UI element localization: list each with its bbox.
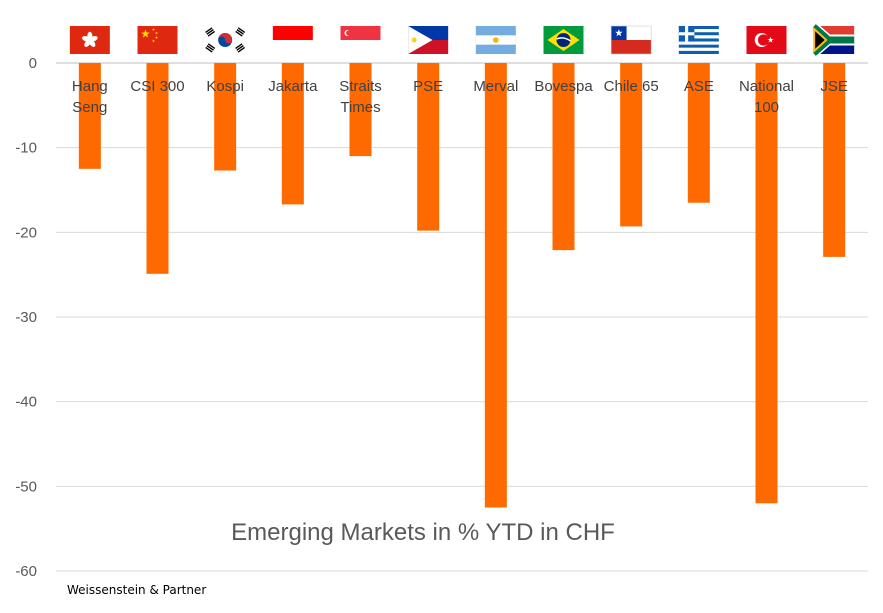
flags — [69, 22, 855, 58]
source-credit: Weissenstein & Partner — [67, 583, 207, 597]
y-tick-label: -40 — [15, 394, 37, 411]
category-label: Hang Seng — [72, 78, 108, 116]
argentina-flag-icon — [475, 26, 516, 54]
indonesia-flag-icon — [272, 26, 313, 54]
category-label: Kospi — [206, 78, 244, 95]
bar-straits-times — [349, 63, 372, 157]
south-korea-flag-icon — [205, 26, 246, 54]
category-label: National 100 — [739, 78, 794, 116]
category-label: Straits Times — [339, 78, 382, 116]
bar-ase — [687, 63, 710, 203]
category-label: Chile 65 — [604, 78, 659, 95]
category-label: Bovespa — [534, 78, 593, 95]
turkey-flag-icon — [746, 26, 787, 54]
y-tick-label: 0 — [29, 55, 37, 72]
y-tick-label: -50 — [15, 478, 37, 495]
y-tick-label: -30 — [15, 309, 37, 326]
gridlines — [56, 62, 868, 572]
category-label: JSE — [820, 78, 848, 95]
y-axis-tick-labels: 0 -10 -20 -30 -40 -50 -60 — [15, 55, 37, 580]
category-label: Jakarta — [268, 78, 318, 95]
bar-national-100 — [755, 63, 778, 504]
greece-flag-icon — [678, 26, 719, 54]
bar-chile-65 — [620, 63, 643, 227]
bar-jse — [823, 63, 846, 257]
hong-kong-flag-icon — [69, 26, 110, 54]
south-africa-flag-icon — [811, 22, 855, 58]
y-tick-label: -20 — [15, 224, 37, 241]
singapore-flag-icon — [340, 26, 381, 54]
bars — [78, 63, 846, 508]
chile-flag-icon — [610, 25, 652, 55]
category-label: Merval — [473, 78, 518, 95]
bar-csi-300 — [146, 63, 169, 274]
y-tick-label: -60 — [15, 563, 37, 580]
china-flag-icon — [137, 26, 178, 54]
bar-jakarta — [281, 63, 304, 205]
y-tick-label: -10 — [15, 140, 37, 157]
bar-hang-seng — [78, 63, 101, 169]
category-label: PSE — [413, 78, 443, 95]
bar-merval — [484, 63, 507, 508]
category-label: CSI 300 — [130, 78, 184, 95]
category-label: ASE — [684, 78, 714, 95]
bar-pse — [417, 63, 440, 231]
category-labels: Hang Seng CSI 300 Kospi Jakarta Straits Times P… — [72, 78, 848, 116]
bar-kospi — [214, 63, 237, 171]
philippines-flag-icon — [408, 26, 449, 54]
chart-title: Emerging Markets in % YTD in CHF — [231, 519, 615, 546]
brazil-flag-icon — [543, 26, 584, 54]
bar-bovespa — [552, 63, 575, 251]
